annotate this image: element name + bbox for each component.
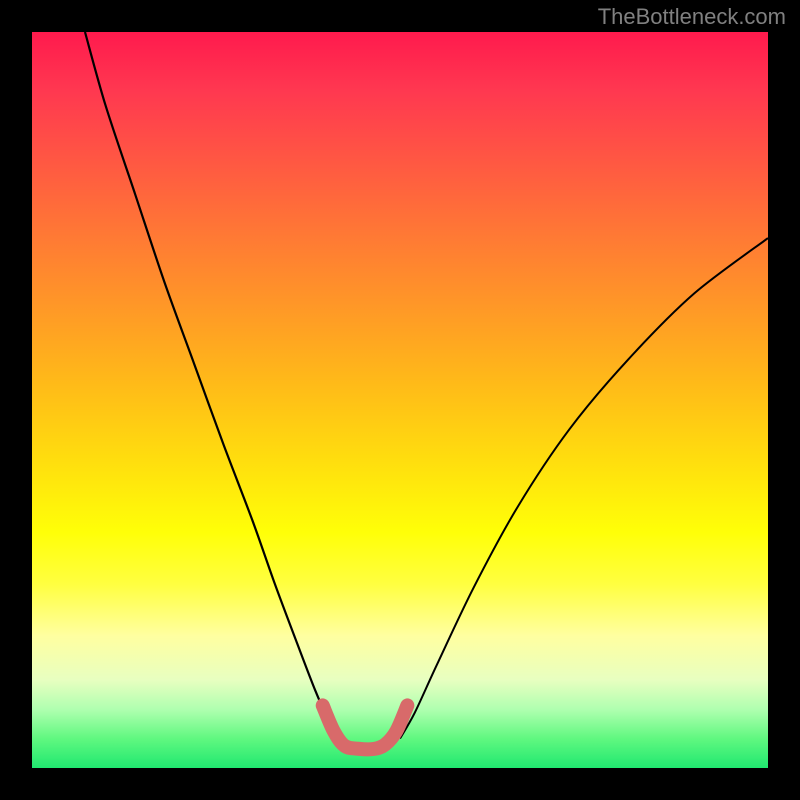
plot-area (32, 32, 768, 768)
trough-highlight-path (323, 705, 408, 749)
curve-layer (32, 32, 768, 768)
left-curve-path (85, 32, 341, 742)
watermark-text: TheBottleneck.com (598, 4, 786, 30)
right-curve-path (400, 238, 768, 738)
